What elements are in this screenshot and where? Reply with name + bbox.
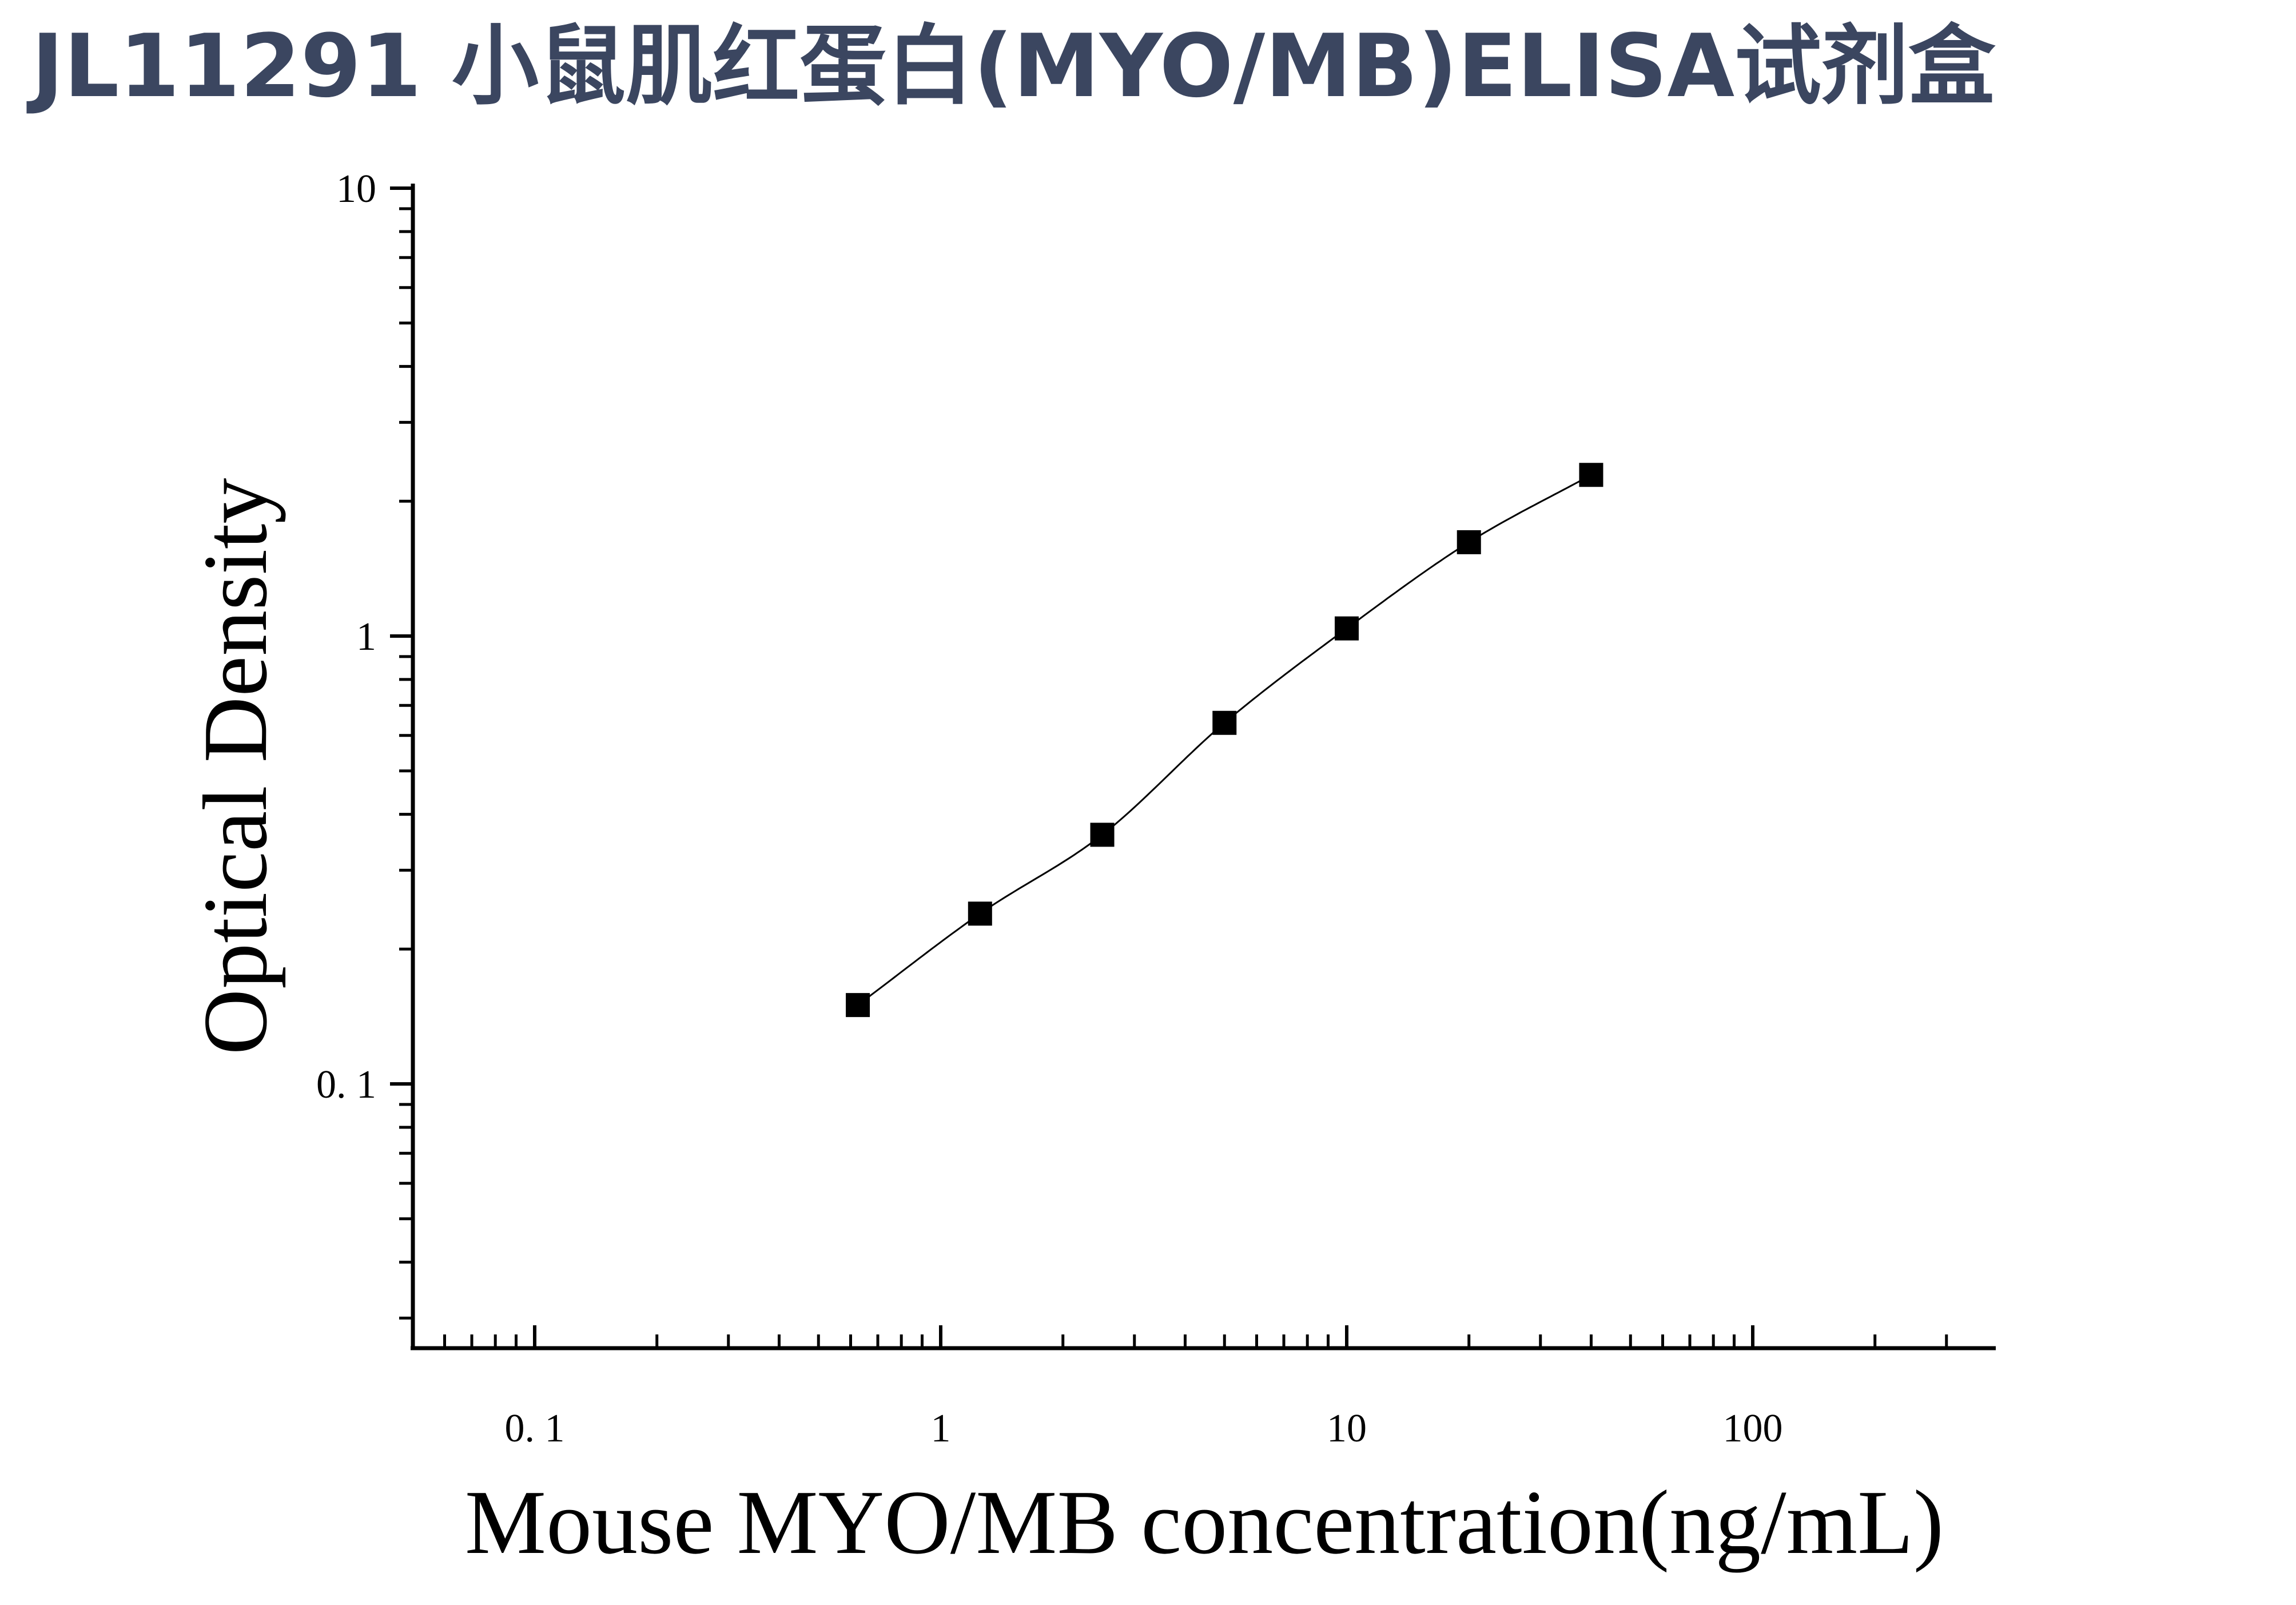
x-axis: 0. 1 1 10 100: [411, 1325, 1996, 1451]
data-point: [968, 901, 992, 926]
y-ticks: 0. 1 1 10: [316, 167, 413, 1320]
data-point: [1335, 616, 1359, 641]
data-point: [1457, 530, 1481, 554]
data-point: [1579, 463, 1603, 487]
y-axis: 0. 1 1 10: [316, 167, 415, 1348]
data-point: [1090, 823, 1115, 847]
x-tick-label: 100: [1723, 1407, 1783, 1451]
y-tick-label: 1: [356, 615, 376, 659]
fit-curve: [857, 474, 1592, 1006]
data-point: [846, 993, 870, 1018]
x-axis-title: Mouse MYO/MB concentration(ng/mL): [465, 1471, 1944, 1573]
x-ticks: 0. 1 1 10 100: [411, 1325, 1948, 1451]
x-tick-label: 0. 1: [505, 1407, 565, 1451]
y-tick-label: 10: [336, 167, 376, 211]
page-title: JL11291 小鼠肌红蛋白(MYO/MB)ELISA试剂盒: [31, 15, 1996, 117]
x-tick-label: 10: [1327, 1407, 1367, 1451]
data-point: [1212, 710, 1237, 735]
data-points: [846, 463, 1603, 1018]
x-tick-label: 1: [931, 1407, 951, 1451]
y-tick-label: 0. 1: [316, 1063, 376, 1107]
y-axis-title: Optical Density: [184, 478, 286, 1055]
